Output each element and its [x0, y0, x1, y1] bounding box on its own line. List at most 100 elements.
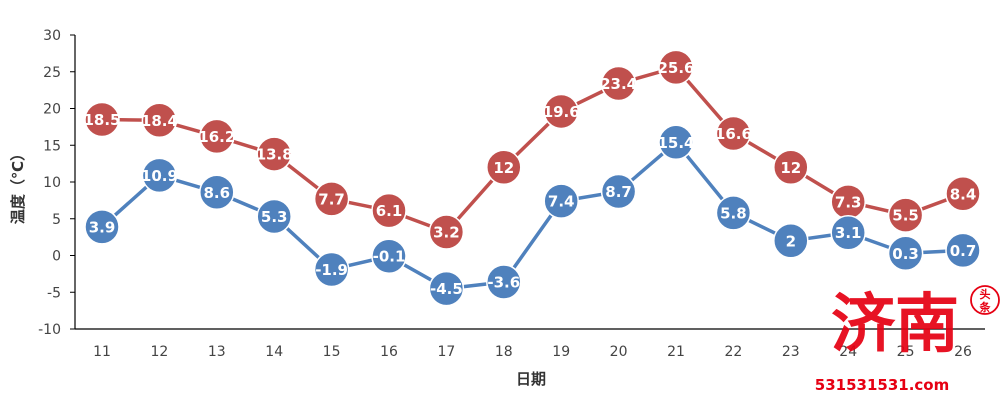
data-point [600, 173, 637, 210]
data-label: 16.2 [198, 128, 235, 146]
data-label: 12 [493, 159, 514, 177]
data-point [486, 149, 522, 186]
data-label: 23.4 [600, 75, 637, 93]
x-tick-label: 23 [782, 344, 800, 360]
data-label: 8.6 [204, 184, 231, 202]
data-point [600, 65, 637, 102]
data-label: 16.6 [715, 125, 752, 143]
data-point [199, 118, 235, 155]
x-tick-label: 24 [839, 344, 857, 360]
y-tick-label: -5 [47, 285, 61, 301]
data-point [945, 176, 981, 212]
x-tick-label: 26 [954, 344, 972, 360]
data-label: 8.7 [605, 183, 632, 201]
data-label: 2 [786, 232, 796, 250]
x-tick-label: 19 [552, 344, 570, 360]
data-point [84, 101, 120, 138]
data-label: 5.5 [892, 207, 919, 225]
data-point [715, 195, 752, 231]
data-label: 19.6 [543, 103, 580, 121]
data-label: 3.9 [89, 218, 116, 236]
data-point [428, 270, 465, 307]
data-label: 6.1 [376, 202, 403, 220]
x-tick-label: 18 [495, 344, 513, 360]
data-point [371, 238, 407, 274]
data-label: 15.4 [657, 134, 694, 152]
data-point [256, 136, 292, 172]
data-label: 0.3 [892, 245, 919, 263]
x-tick-labels: 11 12 13 14 15 16 17 18 19 20 21 22 23 24 25 26 [93, 344, 972, 360]
data-label: 3.2 [433, 223, 460, 241]
data-point [543, 183, 579, 219]
data-point [658, 49, 694, 86]
y-tick-label: 0 [52, 249, 61, 265]
data-label: 8.4 [950, 185, 977, 203]
data-label: 5.3 [261, 208, 288, 226]
y-tick-label: 30 [43, 28, 61, 44]
data-point [371, 192, 407, 229]
data-point [887, 235, 924, 272]
y-axis-title: 温度（℃） [9, 146, 27, 224]
data-point [256, 198, 292, 235]
y-tick-label: 5 [52, 212, 61, 228]
data-point [830, 214, 866, 251]
x-tick-label: 17 [437, 344, 455, 360]
series-2: 3.9 10.9 8.6 5.3 -1.9 -0.1 -4.5 -3.6 7.4 8.7 15.4 5… [84, 124, 981, 307]
y-tick-label: 10 [43, 175, 61, 191]
watermark-badge-text: 头 [980, 287, 991, 301]
x-tick-label: 13 [208, 344, 226, 360]
x-tick-label: 15 [323, 344, 341, 360]
data-point [887, 197, 924, 233]
y-tick-label: -10 [38, 322, 61, 338]
y-tick-label: 20 [43, 102, 61, 118]
series-line [101, 65, 964, 234]
data-label: -1.9 [315, 261, 348, 279]
watermark-text: 济南 [831, 288, 959, 362]
data-label: 7.4 [548, 193, 575, 211]
data-label: -0.1 [373, 248, 406, 266]
data-point [773, 223, 809, 259]
data-point [84, 209, 120, 245]
data-label: 5.8 [720, 204, 747, 222]
watermark-badge-ring [970, 285, 1000, 315]
x-axis-title: 日期 [516, 370, 546, 388]
data-label: 7.7 [318, 190, 345, 208]
data-point [428, 214, 465, 250]
data-point [658, 124, 694, 161]
x-tick-label: 21 [667, 344, 685, 360]
series-layer: 18.5 18.4 16.2 13.8 7.7 6.1 3.2 12 19.6 23.4 25.6 1… [83, 49, 981, 307]
series-1: 18.5 18.4 16.2 13.8 7.7 6.1 3.2 12 19.6 23.4 25.6 1… [83, 49, 981, 250]
data-label: 18.4 [141, 112, 178, 130]
data-point [945, 232, 981, 269]
x-tick-label: 14 [265, 344, 283, 360]
y-tick-label: 25 [43, 65, 61, 81]
x-tick-label: 20 [610, 344, 628, 360]
data-point [313, 251, 350, 288]
series-line [100, 140, 964, 291]
watermark-url: 531531531.com [815, 376, 949, 394]
watermark-logo: 济南 头条 531531531.com [815, 285, 1000, 394]
data-point [141, 102, 178, 139]
data-point [543, 93, 579, 130]
x-tick-label: 11 [93, 344, 111, 360]
x-tick-label: 12 [150, 344, 168, 360]
data-point [141, 157, 178, 194]
data-point [715, 115, 752, 152]
y-tick-label: 15 [43, 138, 61, 154]
data-label: -4.5 [430, 280, 463, 298]
data-label: -3.6 [487, 273, 520, 291]
data-label: 3.1 [835, 224, 862, 242]
x-tick-label: 16 [380, 344, 398, 360]
data-point [199, 174, 235, 211]
data-label: 12 [780, 159, 801, 177]
data-point [486, 264, 522, 300]
x-tick-label: 22 [724, 344, 742, 360]
data-label: 0.7 [950, 242, 977, 260]
data-label: 13.8 [256, 146, 293, 164]
data-label: 7.3 [835, 193, 862, 211]
x-tick-label: 25 [897, 344, 915, 360]
data-point [313, 181, 350, 217]
watermark-badge-text: 条 [979, 300, 992, 314]
data-label: 10.9 [141, 167, 178, 185]
